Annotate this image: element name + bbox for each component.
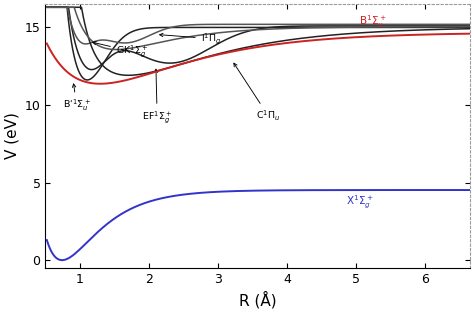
Text: B'$^1\Sigma_u^+$: B'$^1\Sigma_u^+$ xyxy=(63,84,91,113)
Y-axis label: V (eV): V (eV) xyxy=(4,113,19,159)
Text: X$^1\Sigma_g^+$: X$^1\Sigma_g^+$ xyxy=(346,193,373,211)
Text: EF$^1\Sigma_g^+$: EF$^1\Sigma_g^+$ xyxy=(142,69,172,125)
X-axis label: R (Å): R (Å) xyxy=(239,291,276,309)
Text: I$^1\Pi_g$: I$^1\Pi_g$ xyxy=(160,31,221,46)
Text: C$^1\Pi_u$: C$^1\Pi_u$ xyxy=(234,63,280,123)
Text: B$^1\Sigma_u^+$: B$^1\Sigma_u^+$ xyxy=(359,13,387,30)
Text: GK$^1\Sigma_g^+$: GK$^1\Sigma_g^+$ xyxy=(92,41,148,59)
